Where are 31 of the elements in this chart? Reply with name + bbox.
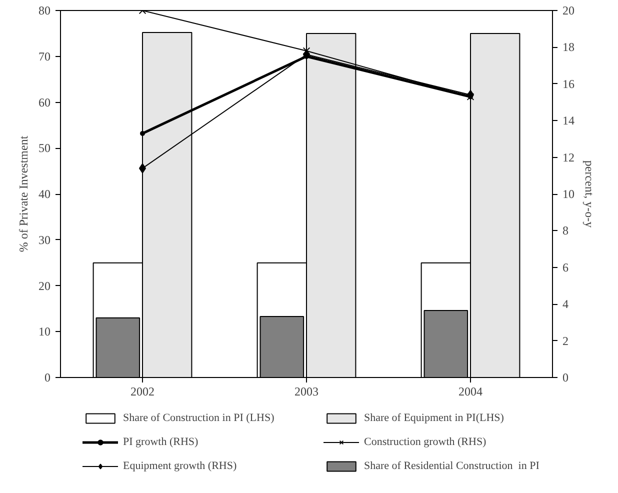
y2-tick-label: 0 — [562, 370, 568, 384]
y-tick-label: 0 — [44, 370, 50, 384]
y-tick-label: 50 — [38, 141, 50, 156]
legend-label: Share of Equipment in PI(LHS) — [364, 412, 505, 424]
y2-tick-label: 16 — [562, 76, 574, 91]
y-tick-label: 20 — [38, 278, 50, 293]
legend-label: Share of Construction in PI (LHS) — [123, 412, 276, 424]
y-axis-title: % of Private Investment — [16, 135, 30, 252]
legend-label: PI growth (RHS) — [123, 436, 200, 448]
y-tick-label: 10 — [38, 324, 50, 339]
y-tick-label: 40 — [38, 187, 50, 201]
legend-label: Equipment growth (RHS) — [123, 460, 238, 472]
y2-tick-label: 12 — [562, 150, 574, 164]
x-tick-label: 2002 — [130, 384, 154, 398]
x-tick-label: 2003 — [294, 384, 318, 398]
y2-tick-label: 4 — [562, 297, 568, 312]
y2-tick-label: 8 — [562, 224, 568, 238]
y2-tick-label: 6 — [562, 260, 568, 274]
legend-label: Construction growth (RHS) — [364, 436, 488, 448]
y-tick-label: 80 — [38, 4, 50, 18]
y2-tick-label: 2 — [562, 334, 568, 348]
y2-axis-title: percent, y-o-y — [582, 160, 596, 228]
legend-label: Share of Residential Construction in PI — [364, 460, 540, 472]
y2-tick-label: 14 — [562, 114, 574, 128]
x-tick-label: 2004 — [458, 384, 482, 398]
y2-tick-label: 18 — [562, 40, 574, 54]
y2-tick-label: 10 — [562, 187, 574, 201]
y-tick-label: 70 — [38, 49, 50, 64]
y-tick-label: 30 — [38, 232, 50, 247]
y-tick-label: 60 — [38, 95, 50, 110]
y2-tick-label: 20 — [562, 4, 574, 18]
